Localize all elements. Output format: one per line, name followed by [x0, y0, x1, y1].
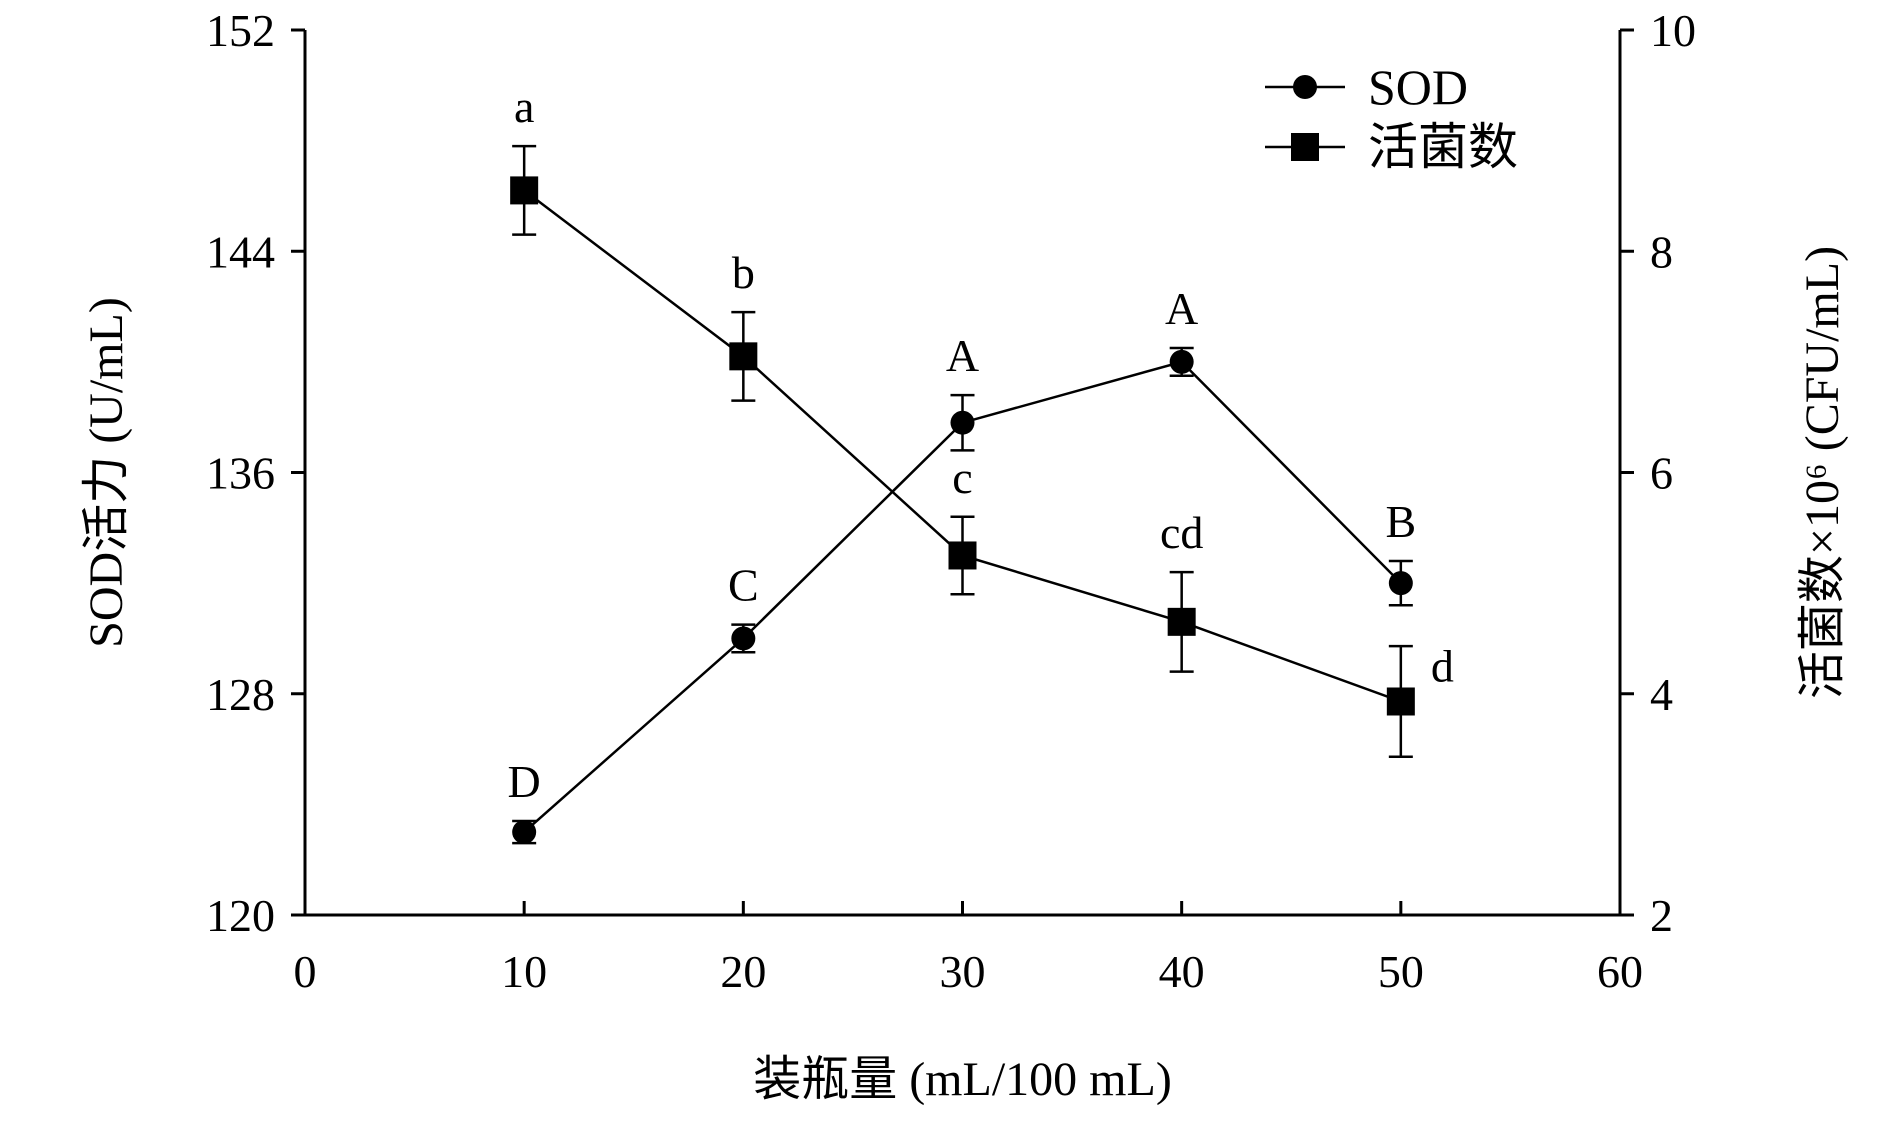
y-right-axis-title: 活菌数×10⁶ (CFU/mL): [1796, 246, 1849, 699]
data-point-viable-count: [729, 342, 758, 371]
legend-marker-sod: [1293, 75, 1317, 99]
data-point-sod: [512, 820, 537, 845]
y-left-tick-label: 128: [206, 669, 275, 720]
significance-label-viable-count: cd: [1160, 507, 1203, 558]
significance-label-viable-count: a: [514, 81, 534, 132]
x-tick-label: 60: [1597, 946, 1643, 997]
data-point-viable-count: [510, 176, 539, 205]
x-axis-title: 装瓶量 (mL/100 mL): [753, 1053, 1172, 1106]
legend-label-viable-count: 活菌数: [1368, 119, 1518, 175]
x-tick-label: 50: [1378, 946, 1424, 997]
data-point-viable-count: [1386, 687, 1415, 716]
data-point-sod: [950, 410, 975, 435]
significance-label-viable-count: c: [952, 452, 972, 503]
significance-label-sod: D: [508, 756, 541, 807]
y-left-axis-title: SOD活力 (U/mL): [80, 297, 133, 648]
significance-label-viable-count: b: [732, 247, 755, 298]
x-tick-label: 10: [501, 946, 547, 997]
significance-label-sod: A: [946, 330, 979, 381]
x-tick-label: 0: [294, 946, 317, 997]
y-left-tick-label: 152: [206, 5, 275, 56]
data-point-sod: [1169, 349, 1194, 374]
x-tick-label: 30: [940, 946, 986, 997]
significance-label-sod: A: [1165, 283, 1198, 334]
data-point-sod: [1388, 571, 1413, 596]
significance-label-sod: C: [728, 560, 759, 611]
data-point-sod: [731, 626, 756, 651]
y-right-tick-label: 4: [1650, 669, 1673, 720]
y-right-tick-label: 10: [1650, 5, 1696, 56]
y-right-tick-label: 2: [1650, 890, 1673, 941]
significance-label-sod: B: [1385, 496, 1416, 547]
y-left-tick-label: 136: [206, 448, 275, 499]
data-point-viable-count: [948, 541, 977, 570]
data-point-viable-count: [1167, 607, 1196, 636]
legend-label-sod: SOD: [1368, 59, 1468, 115]
legend-marker-viable-count: [1291, 133, 1319, 161]
y-right-tick-label: 8: [1650, 226, 1673, 277]
x-tick-label: 20: [720, 946, 766, 997]
y-left-tick-label: 120: [206, 890, 275, 941]
y-right-tick-label: 6: [1650, 448, 1673, 499]
y-left-tick-label: 144: [206, 226, 275, 277]
x-tick-label: 40: [1159, 946, 1205, 997]
significance-label-viable-count: d: [1431, 640, 1454, 691]
